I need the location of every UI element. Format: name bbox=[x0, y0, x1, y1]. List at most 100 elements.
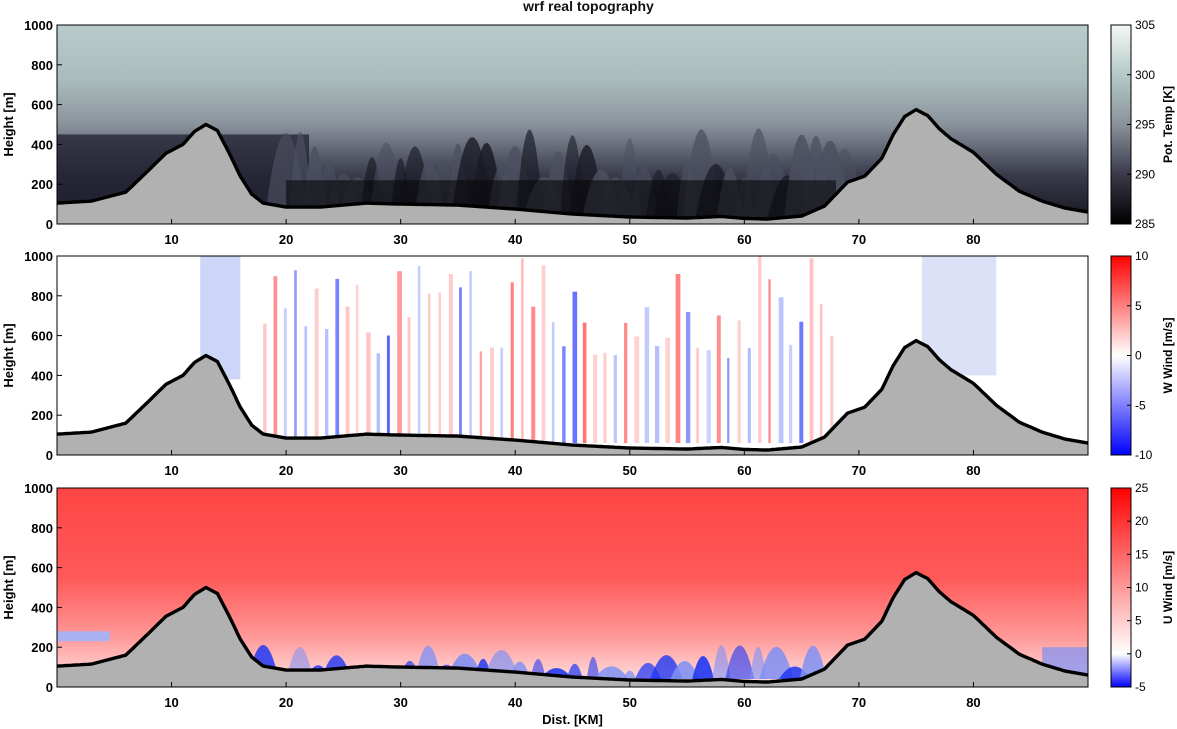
reverse-flow-cell bbox=[759, 646, 794, 680]
wind-column bbox=[294, 270, 297, 444]
y-tick-label: 1000 bbox=[24, 18, 53, 33]
y-axis-label: Height [m] bbox=[1, 555, 16, 619]
x-tick-label: 30 bbox=[393, 463, 407, 478]
wind-column bbox=[366, 332, 371, 444]
x-tick-label: 60 bbox=[737, 463, 751, 478]
wind-column bbox=[819, 304, 823, 444]
x-tick-label: 70 bbox=[852, 463, 866, 478]
y-tick-label: 800 bbox=[31, 521, 53, 536]
field-vertical_wind bbox=[57, 256, 1088, 455]
colorbar-tick-label: 20 bbox=[1135, 514, 1149, 528]
wind-column bbox=[325, 329, 329, 444]
wind-column bbox=[314, 288, 319, 444]
x-tick-label: 50 bbox=[623, 463, 637, 478]
x-tick-label: 40 bbox=[508, 232, 522, 247]
x-tick-label: 60 bbox=[737, 232, 751, 247]
wind-column bbox=[572, 291, 578, 444]
wind-column bbox=[335, 278, 340, 444]
wind-column bbox=[665, 337, 670, 444]
colorbar-tick-label: 295 bbox=[1135, 118, 1155, 132]
y-tick-label: 400 bbox=[31, 368, 53, 383]
y-tick-label: 400 bbox=[31, 600, 53, 615]
x-tick-label: 70 bbox=[852, 695, 866, 710]
x-tick-label: 20 bbox=[279, 695, 293, 710]
colorbar-tick-label: 0 bbox=[1135, 647, 1142, 661]
y-tick-label: 800 bbox=[31, 289, 53, 304]
terrain-outline bbox=[57, 338, 1088, 452]
x-tick-label: 70 bbox=[852, 232, 866, 247]
x-tick-label: 60 bbox=[737, 695, 751, 710]
y-tick-label: 0 bbox=[46, 217, 53, 232]
wind-column bbox=[541, 265, 546, 444]
y-tick-label: 800 bbox=[31, 58, 53, 73]
wind-column bbox=[582, 322, 587, 444]
terrain-fill bbox=[57, 340, 1088, 455]
figure-title: wrf real topography bbox=[523, 0, 654, 14]
colorbar-tick-label: 0 bbox=[1135, 349, 1142, 363]
wind-column bbox=[778, 297, 784, 444]
x-tick-label: 80 bbox=[966, 232, 980, 247]
terrain-outline bbox=[57, 570, 1088, 684]
y-tick-label: 600 bbox=[31, 329, 53, 344]
terrain-fill bbox=[57, 109, 1088, 224]
wind-column bbox=[500, 347, 504, 444]
wind-column bbox=[510, 282, 514, 444]
terrain-outline bbox=[57, 107, 1088, 221]
wind-column bbox=[304, 326, 308, 444]
colorbar-tick-label: 5 bbox=[1135, 614, 1142, 628]
colorbar-tick-label: 290 bbox=[1135, 167, 1155, 181]
wind-column bbox=[768, 279, 771, 444]
colorbar-tick-label: -5 bbox=[1135, 680, 1146, 694]
x-tick-label: 30 bbox=[393, 232, 407, 247]
colorbar: 285 290 295 300 305 Pot. Temp [K] bbox=[1110, 18, 1175, 231]
panel-potential_temperature: 10 20 30 40 50 60 70 8002004006008001000Height … bbox=[1, 18, 1175, 247]
colorbar-tick-label: -10 bbox=[1135, 448, 1153, 462]
wind-column bbox=[696, 347, 700, 444]
wind-column bbox=[634, 336, 640, 444]
wind-column bbox=[283, 308, 287, 444]
plot-frame bbox=[56, 24, 1089, 225]
reverse-flow-cell bbox=[692, 655, 714, 680]
wind-column bbox=[376, 353, 381, 444]
field-potential_temperature bbox=[57, 25, 1088, 224]
wind-column bbox=[417, 265, 421, 444]
wind-column bbox=[613, 355, 617, 444]
colorbar-label: W Wind [m/s] bbox=[1161, 318, 1175, 394]
wind-column bbox=[438, 292, 441, 444]
wind-column bbox=[551, 322, 555, 444]
field-horizontal_wind bbox=[57, 488, 1088, 687]
wind-column bbox=[727, 357, 730, 444]
wind-column bbox=[459, 287, 462, 444]
panel-vertical_wind: 10 20 30 40 50 60 70 8002004006008001000Height … bbox=[1, 249, 1175, 478]
x-tick-label: 10 bbox=[164, 695, 178, 710]
reverse-flow-cell bbox=[712, 645, 731, 680]
wind-column bbox=[490, 347, 494, 444]
x-axis-label: Dist. [KM] bbox=[542, 712, 603, 727]
wind-column bbox=[469, 271, 472, 444]
wind-column bbox=[624, 322, 628, 444]
colorbar-tick-label: 305 bbox=[1135, 18, 1155, 32]
wind-column bbox=[428, 293, 431, 444]
wind-column bbox=[799, 321, 804, 444]
wind-column bbox=[386, 335, 390, 444]
wind-column bbox=[273, 276, 278, 444]
y-tick-label: 600 bbox=[31, 561, 53, 576]
wind-column bbox=[675, 274, 681, 444]
colorbar-tick-label: -5 bbox=[1135, 398, 1146, 412]
x-tick-label: 30 bbox=[393, 695, 407, 710]
x-tick-label: 50 bbox=[623, 695, 637, 710]
terrain-fill bbox=[57, 572, 1088, 687]
wind-column bbox=[345, 306, 350, 444]
colorbar-label: Pot. Temp [K] bbox=[1161, 86, 1175, 163]
x-tick-label: 80 bbox=[966, 695, 980, 710]
y-tick-label: 200 bbox=[31, 640, 53, 655]
x-tick-label: 40 bbox=[508, 695, 522, 710]
colorbar-tick-label: 300 bbox=[1135, 68, 1155, 82]
x-tick-label: 40 bbox=[508, 463, 522, 478]
x-tick-label: 20 bbox=[279, 463, 293, 478]
wind-column bbox=[685, 311, 691, 444]
wind-column bbox=[716, 315, 721, 444]
y-tick-label: 600 bbox=[31, 98, 53, 113]
colorbar-label: U Wind [m/s] bbox=[1161, 551, 1175, 624]
